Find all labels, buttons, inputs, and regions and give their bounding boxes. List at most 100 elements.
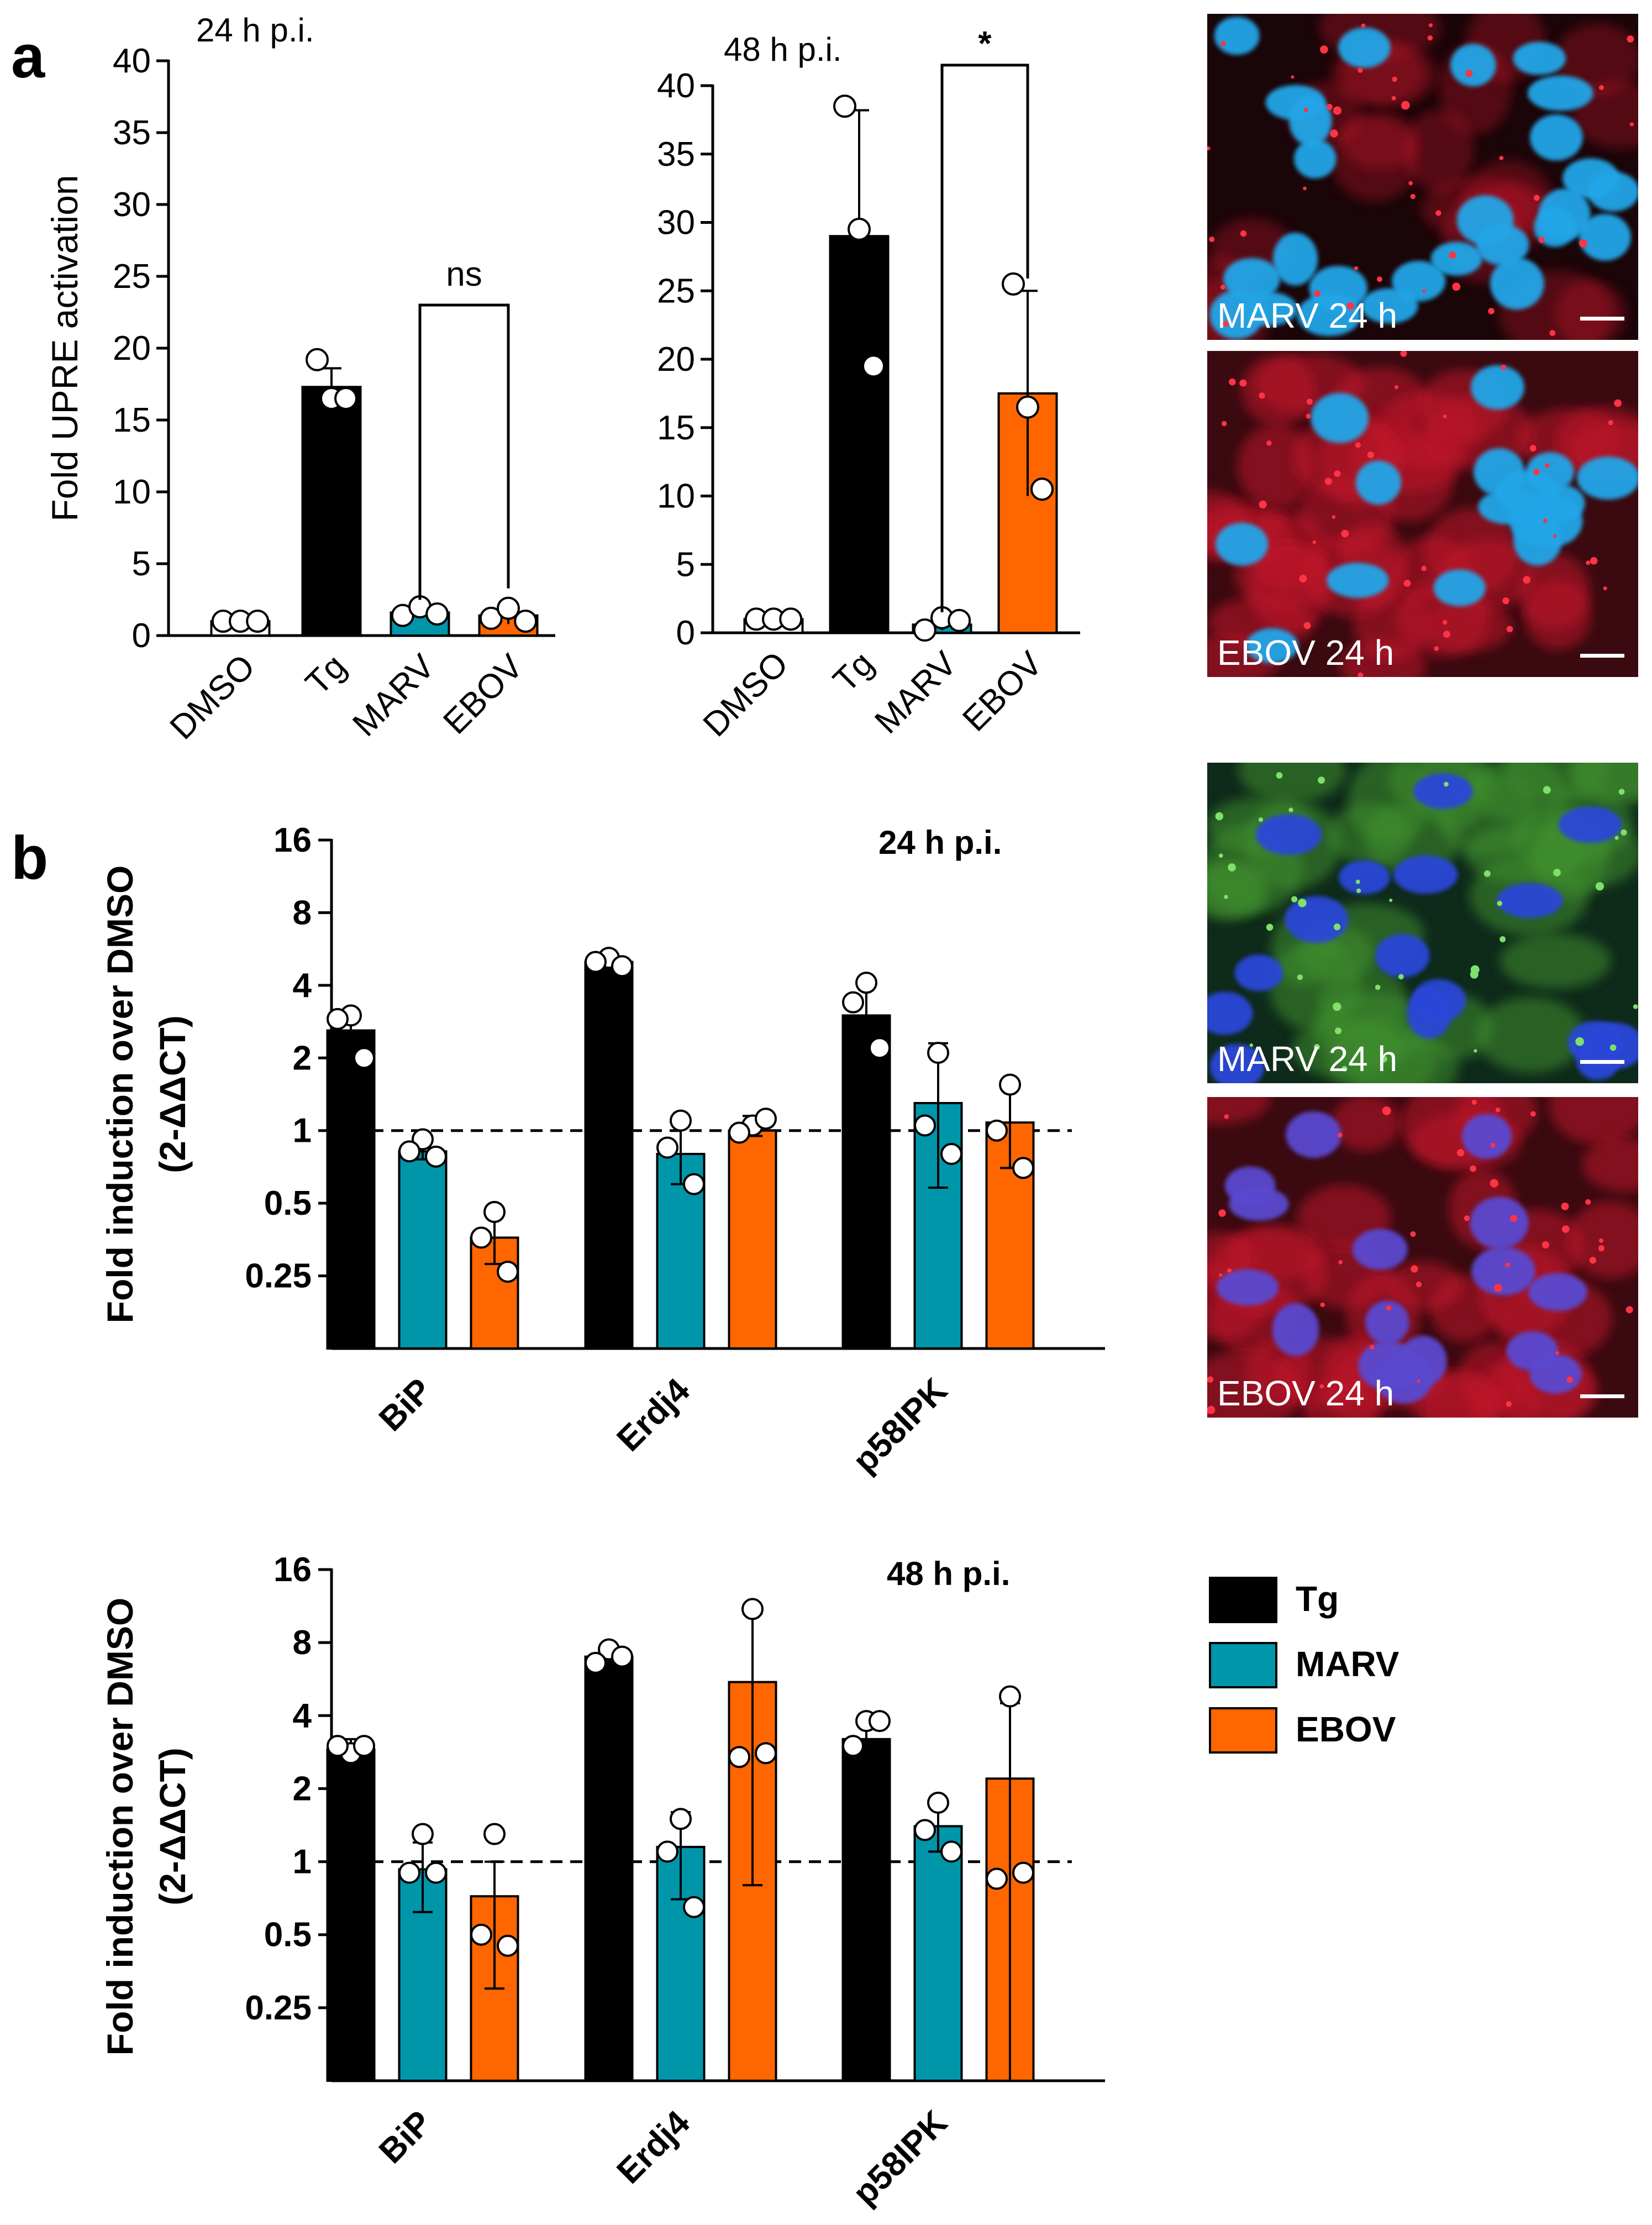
data-point xyxy=(656,1840,678,1863)
puncta xyxy=(1553,868,1561,877)
puncta xyxy=(1543,518,1548,523)
puncta xyxy=(1326,103,1333,111)
puncta xyxy=(1523,576,1531,584)
puncta xyxy=(1549,330,1556,337)
micrograph-marv-24h-green: MARV 24 h xyxy=(1207,763,1638,1083)
data-point xyxy=(1002,272,1025,296)
cytoplasm xyxy=(1403,109,1474,192)
nucleus xyxy=(1338,27,1391,68)
nucleus xyxy=(1393,855,1458,894)
puncta xyxy=(1434,646,1439,651)
data-point xyxy=(470,1226,492,1249)
puncta xyxy=(1608,420,1613,426)
puncta xyxy=(1297,974,1303,980)
nucleus xyxy=(1476,224,1529,266)
puncta xyxy=(1452,282,1461,291)
chart-title: 48 h p.i. xyxy=(887,1555,1010,1592)
nucleus xyxy=(1506,1331,1559,1371)
nucleus xyxy=(1289,96,1332,146)
puncta xyxy=(1394,385,1398,390)
data-point xyxy=(611,1645,633,1668)
significance-bracket xyxy=(940,64,1029,612)
cytoplasm xyxy=(1340,112,1419,170)
puncta xyxy=(1298,898,1307,907)
puncta xyxy=(1609,1044,1617,1051)
puncta xyxy=(1227,1268,1232,1273)
puncta xyxy=(1435,210,1441,216)
puncta xyxy=(1533,195,1540,201)
nucleus xyxy=(1470,1197,1529,1249)
puncta xyxy=(1603,586,1607,591)
puncta xyxy=(1303,108,1308,112)
y-tick-label: 10 xyxy=(113,473,151,511)
puncta xyxy=(1291,896,1298,902)
nucleus xyxy=(1490,258,1544,310)
puncta xyxy=(1259,392,1265,399)
y-tick-label: 25 xyxy=(113,258,151,296)
chart-24h-qpcr: 0.25 0.5 1 2 4 8 16 24 h p.i. Fold induction ove… xyxy=(99,821,1105,1481)
y-tick-label: 16 xyxy=(273,821,312,859)
puncta xyxy=(1422,289,1426,293)
puncta xyxy=(1614,836,1619,840)
data-point xyxy=(914,1114,936,1137)
puncta xyxy=(1337,1132,1343,1138)
x-tick-label: DMSO xyxy=(163,647,262,747)
cytoplasm xyxy=(1554,23,1638,96)
puncta xyxy=(1367,452,1374,459)
puncta xyxy=(1510,1215,1518,1222)
data-point xyxy=(327,1735,349,1757)
micrograph-label: EBOV 24 h xyxy=(1217,633,1394,673)
puncta xyxy=(1314,290,1320,297)
puncta xyxy=(1505,1262,1510,1267)
puncta xyxy=(1376,276,1382,282)
puncta xyxy=(1219,1273,1223,1277)
y-tick-label: 0 xyxy=(132,617,151,655)
data-point xyxy=(683,1896,705,1918)
bar-tg-0 xyxy=(326,1748,376,2082)
puncta xyxy=(1333,106,1342,115)
nucleus xyxy=(1413,773,1473,809)
data-point xyxy=(585,1651,607,1674)
puncta xyxy=(1240,230,1247,237)
puncta xyxy=(1288,807,1293,812)
puncta xyxy=(1598,85,1604,90)
puncta xyxy=(1220,41,1226,46)
puncta xyxy=(1410,193,1416,200)
nucleus xyxy=(1528,1273,1587,1311)
y-tick-label: 4 xyxy=(293,1697,312,1735)
puncta xyxy=(1380,1056,1387,1063)
puncta xyxy=(1410,1231,1416,1237)
x-tick-label: Erdj4 xyxy=(609,1371,697,1459)
legend-label-ebov: EBOV xyxy=(1296,1709,1396,1749)
micrograph-content xyxy=(1207,1097,1638,1418)
data-point xyxy=(683,1173,705,1195)
nucleus xyxy=(1286,1111,1341,1158)
y-tick-label: 30 xyxy=(113,186,151,224)
x-tick-label: EBOV xyxy=(955,644,1050,739)
data-point xyxy=(425,602,449,626)
puncta xyxy=(1449,251,1456,259)
data-point xyxy=(728,1746,750,1769)
x-tick-label: MARV xyxy=(867,644,964,741)
micrograph-ebov-24h-top: EBOV 24 h xyxy=(1207,351,1638,677)
nucleus xyxy=(1285,896,1349,943)
puncta xyxy=(1207,146,1211,151)
micrograph-content xyxy=(1207,14,1638,340)
puncta xyxy=(1312,540,1317,544)
data-point xyxy=(927,1791,949,1814)
data-point xyxy=(327,1007,349,1030)
puncta xyxy=(1633,1004,1638,1009)
puncta xyxy=(1218,853,1223,858)
puncta xyxy=(1490,1179,1498,1188)
y-tick-label: 8 xyxy=(293,1624,312,1662)
data-point xyxy=(999,1685,1021,1708)
puncta xyxy=(1618,789,1625,795)
data-point xyxy=(1012,1861,1034,1884)
puncta xyxy=(1470,970,1479,979)
puncta xyxy=(1506,1401,1512,1407)
data-point xyxy=(869,1710,891,1733)
data-point xyxy=(670,1808,692,1830)
nucleus xyxy=(1497,883,1563,918)
puncta xyxy=(1334,470,1341,477)
